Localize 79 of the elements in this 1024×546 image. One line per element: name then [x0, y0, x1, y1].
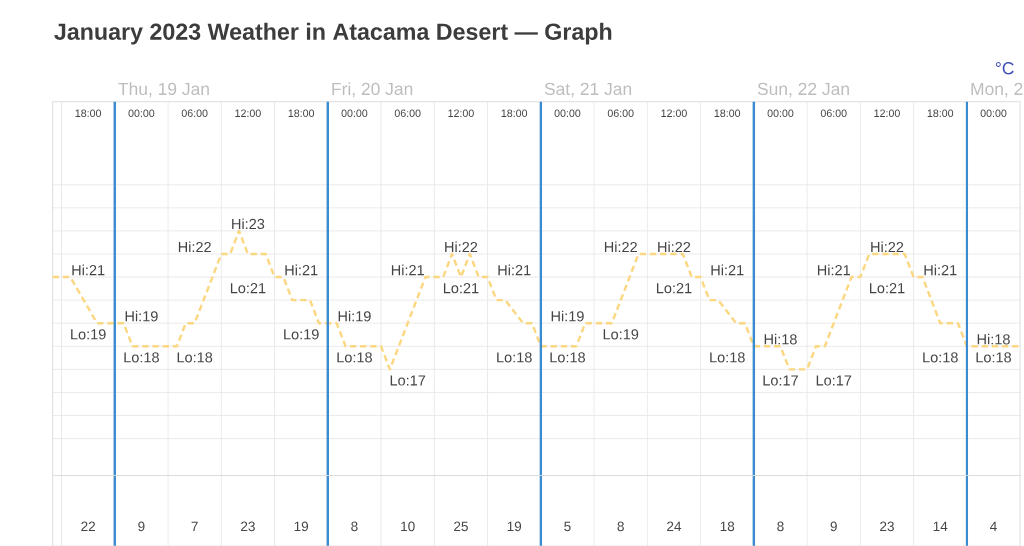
x-tick-label: 00:00: [554, 109, 581, 117]
data-label: 4: [990, 521, 997, 531]
x-tick-label: 18:00: [501, 109, 528, 117]
data-label: Lo:21: [230, 282, 266, 294]
data-label: Lo:18: [710, 352, 745, 363]
data-label: 23: [880, 521, 894, 532]
x-tick-label: 12:00: [874, 109, 900, 117]
data-label: Lo:21: [656, 282, 692, 294]
data-label: 24: [667, 521, 682, 531]
data-label: 23: [241, 521, 255, 532]
data-label: 18: [720, 521, 735, 532]
data-label: 7: [191, 521, 198, 531]
x-tick-label: 00:00: [128, 109, 155, 117]
x-tick-label: 18:00: [288, 109, 315, 117]
x-tick-label: 00:00: [341, 109, 368, 117]
x-tick-label: 12:00: [448, 109, 474, 117]
data-label: 9: [138, 521, 145, 532]
data-label: Hi:19: [338, 310, 371, 322]
data-label: Hi:21: [391, 264, 424, 276]
data-label: Hi:22: [658, 241, 691, 252]
data-label: 8: [617, 521, 624, 532]
x-tick-label: 06:00: [181, 109, 208, 117]
x-tick-label: 12:00: [661, 109, 687, 117]
data-label: 14: [933, 521, 948, 531]
data-label: Hi:22: [871, 241, 904, 252]
data-label: 19: [507, 521, 522, 532]
data-label: Hi:22: [178, 241, 211, 252]
data-label: Hi:19: [551, 310, 584, 322]
ref-line-label: Sat, 21 Jan: [544, 82, 632, 98]
data-label: Hi:19: [125, 310, 158, 322]
data-label: Hi:21: [711, 264, 744, 276]
x-tick-label: 12:00: [235, 109, 261, 117]
data-label: Hi:21: [924, 264, 957, 276]
data-label: 25: [454, 521, 468, 532]
data-label: Lo:18: [976, 352, 1012, 363]
ref-line-label: Sun, 22 Jan: [757, 82, 849, 98]
data-label: Lo:19: [284, 329, 319, 340]
x-tick-label: 06:00: [607, 109, 634, 117]
ref-line-label: Mon, 2: [971, 82, 1023, 98]
data-label: Lo:17: [763, 375, 798, 386]
data-label: Hi:22: [604, 241, 637, 252]
data-label: Hi:21: [498, 264, 531, 276]
data-label: 19: [294, 521, 309, 532]
data-label: Lo:18: [923, 352, 958, 363]
y-axis-title: °C: [995, 62, 1014, 75]
data-label: 5: [564, 521, 571, 532]
x-tick-label: 00:00: [980, 109, 1007, 117]
ref-line-label: Thu, 19 Jan: [118, 82, 209, 98]
data-label: 10: [401, 521, 415, 532]
x-tick-label: 18:00: [714, 109, 741, 117]
x-tick-label: 06:00: [394, 109, 421, 117]
data-label: Lo:19: [603, 329, 639, 340]
data-label: Lo:18: [124, 352, 159, 363]
data-label: Lo:17: [816, 375, 852, 386]
data-label: Lo:18: [550, 352, 585, 363]
chart-title: January 2023 Weather in Atacama Desert — Graph: [54, 22, 612, 45]
x-tick-label: 00:00: [767, 109, 794, 117]
data-label: Lo:18: [177, 352, 213, 363]
data-label: Hi:21: [285, 264, 318, 276]
data-label: Hi:21: [72, 264, 105, 276]
data-label: Lo:21: [443, 282, 479, 294]
data-label: Lo:21: [870, 282, 905, 294]
data-label: 8: [777, 521, 784, 532]
data-label: Hi:18: [977, 333, 1010, 345]
data-label: 8: [351, 521, 358, 532]
data-label: 22: [81, 521, 95, 531]
data-label: Lo:19: [71, 329, 106, 340]
x-tick-label: 06:00: [820, 109, 847, 117]
data-label: Hi:18: [764, 333, 797, 345]
data-label: Lo:18: [337, 352, 372, 363]
ref-line-label: Fri, 20 Jan: [332, 82, 413, 98]
data-label: Lo:18: [497, 352, 532, 363]
x-tick-label: 18:00: [927, 109, 954, 117]
data-label: Hi:23: [232, 218, 265, 230]
data-label: Lo:17: [390, 375, 426, 386]
data-label: Hi:21: [817, 264, 850, 276]
data-label: 9: [830, 521, 837, 532]
data-label: Hi:22: [445, 241, 478, 252]
x-tick-label: 18:00: [75, 109, 102, 117]
